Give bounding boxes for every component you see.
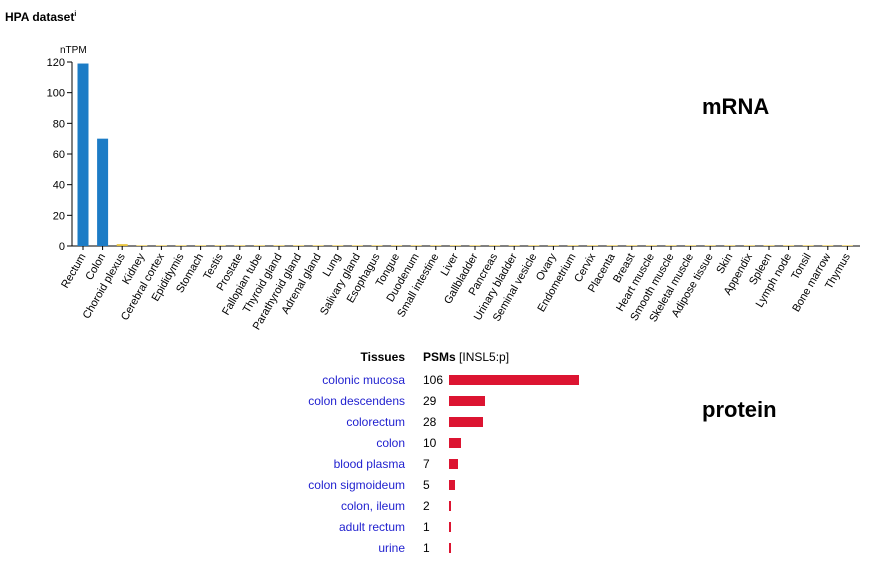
psm-bar bbox=[449, 459, 458, 469]
mrna-bar bbox=[743, 245, 755, 246]
psm-count: 5 bbox=[423, 478, 430, 492]
protein-row: colon sigmoideum 5 bbox=[0, 475, 887, 496]
mrna-bar bbox=[449, 245, 461, 246]
protein-row: colon 10 bbox=[0, 433, 887, 454]
tissue-link[interactable]: colon descendens bbox=[308, 394, 405, 408]
psm-bar bbox=[449, 396, 485, 406]
mrna-bar bbox=[273, 245, 285, 246]
mrna-bar bbox=[97, 138, 109, 246]
protein-row: urine 1 bbox=[0, 538, 887, 559]
mrna-bar bbox=[724, 245, 736, 246]
mrna-bar bbox=[155, 245, 167, 246]
mrna-bar bbox=[822, 245, 834, 246]
y-tick-label: 40 bbox=[53, 180, 65, 192]
y-tick-label: 60 bbox=[53, 149, 65, 161]
tissue-link[interactable]: colonic mucosa bbox=[322, 373, 405, 387]
mrna-bar bbox=[469, 245, 481, 246]
psm-bar bbox=[449, 522, 451, 532]
psm-column-header: PSMs [INSL5:p] bbox=[423, 350, 509, 364]
mrna-bar bbox=[547, 245, 559, 246]
mrna-bar bbox=[528, 245, 540, 246]
mrna-label: mRNA bbox=[702, 94, 770, 119]
mrna-bar bbox=[391, 245, 403, 246]
mrna-bar bbox=[626, 245, 638, 246]
tissues-column-header: Tissues bbox=[360, 350, 405, 364]
protein-row: adult rectum 1 bbox=[0, 517, 887, 538]
mrna-bar bbox=[685, 245, 697, 246]
y-tick-label: 120 bbox=[47, 57, 65, 69]
psm-count: 2 bbox=[423, 499, 430, 513]
y-tick-label: 100 bbox=[47, 88, 65, 100]
mrna-bar bbox=[136, 245, 148, 246]
mrna-bar bbox=[77, 63, 89, 247]
mrna-bar bbox=[351, 245, 363, 246]
psm-count: 1 bbox=[423, 541, 430, 555]
mrna-bar bbox=[704, 245, 716, 246]
mrna-bar bbox=[332, 245, 344, 246]
mrna-bar bbox=[489, 245, 501, 246]
mrna-bar bbox=[293, 245, 305, 246]
psm-bar bbox=[449, 501, 452, 511]
x-tick-label: Rectum bbox=[59, 252, 88, 291]
mrna-bar bbox=[508, 245, 520, 246]
tissue-link[interactable]: adult rectum bbox=[338, 520, 405, 534]
psm-bar bbox=[449, 375, 579, 385]
mrna-bar bbox=[606, 245, 618, 246]
psm-header-suffix: [INSL5:p] bbox=[455, 350, 510, 364]
protein-row: colonic mucosa 106 bbox=[0, 370, 887, 391]
tissue-link[interactable]: blood plasma bbox=[333, 457, 405, 471]
psm-header-label: PSMs bbox=[423, 350, 456, 364]
protein-row: colon descendens 29 bbox=[0, 391, 887, 412]
mrna-bar bbox=[214, 245, 226, 246]
psm-count: 10 bbox=[423, 436, 437, 450]
y-tick-label: 0 bbox=[59, 241, 65, 253]
mrna-bar bbox=[783, 245, 795, 246]
mrna-bar bbox=[371, 245, 383, 246]
protein-row: colon, ileum 2 bbox=[0, 496, 887, 517]
mrna-bar bbox=[312, 245, 324, 246]
psm-bar bbox=[449, 438, 462, 448]
mrna-bar bbox=[175, 245, 187, 246]
tissue-link[interactable]: colon, ileum bbox=[340, 499, 405, 513]
psm-count: 1 bbox=[423, 520, 430, 534]
tissue-link[interactable]: colon bbox=[376, 436, 405, 450]
mrna-bar bbox=[195, 245, 207, 246]
mrna-bar bbox=[430, 245, 442, 246]
protein-row: colorectum 28 bbox=[0, 412, 887, 433]
mrna-bar bbox=[116, 244, 128, 246]
y-tick-label: 80 bbox=[53, 118, 65, 130]
psm-bar bbox=[449, 417, 484, 427]
mrna-bar bbox=[841, 245, 853, 246]
mrna-bar bbox=[587, 245, 599, 246]
mrna-bar bbox=[567, 245, 579, 246]
mrna-bar bbox=[234, 245, 246, 246]
tissue-link[interactable]: colon sigmoideum bbox=[308, 478, 405, 492]
psm-count: 106 bbox=[423, 373, 444, 387]
y-axis-label: nTPM bbox=[60, 45, 87, 56]
tissue-link[interactable]: urine bbox=[378, 541, 405, 555]
info-icon[interactable]: i bbox=[74, 11, 77, 18]
x-tick-label: Endometrium bbox=[535, 252, 578, 315]
y-tick-label: 20 bbox=[53, 210, 65, 222]
psm-count: 7 bbox=[423, 457, 430, 471]
dataset-title-text: HPA dataset bbox=[5, 10, 75, 24]
mrna-bar bbox=[410, 245, 422, 246]
dataset-title: HPA dataseti bbox=[5, 10, 76, 24]
psm-bar bbox=[449, 480, 456, 490]
protein-row: blood plasma 7 bbox=[0, 454, 887, 475]
protein-label: protein bbox=[702, 397, 777, 422]
mrna-bar bbox=[645, 245, 657, 246]
mrna-bar bbox=[665, 245, 677, 246]
psm-bar bbox=[449, 543, 451, 553]
mrna-bar bbox=[763, 245, 775, 246]
tissue-link[interactable]: colorectum bbox=[346, 415, 405, 429]
mrna-bar bbox=[802, 245, 814, 246]
psm-count: 29 bbox=[423, 394, 437, 408]
mrna-bar bbox=[253, 245, 265, 246]
psm-count: 28 bbox=[423, 415, 437, 429]
